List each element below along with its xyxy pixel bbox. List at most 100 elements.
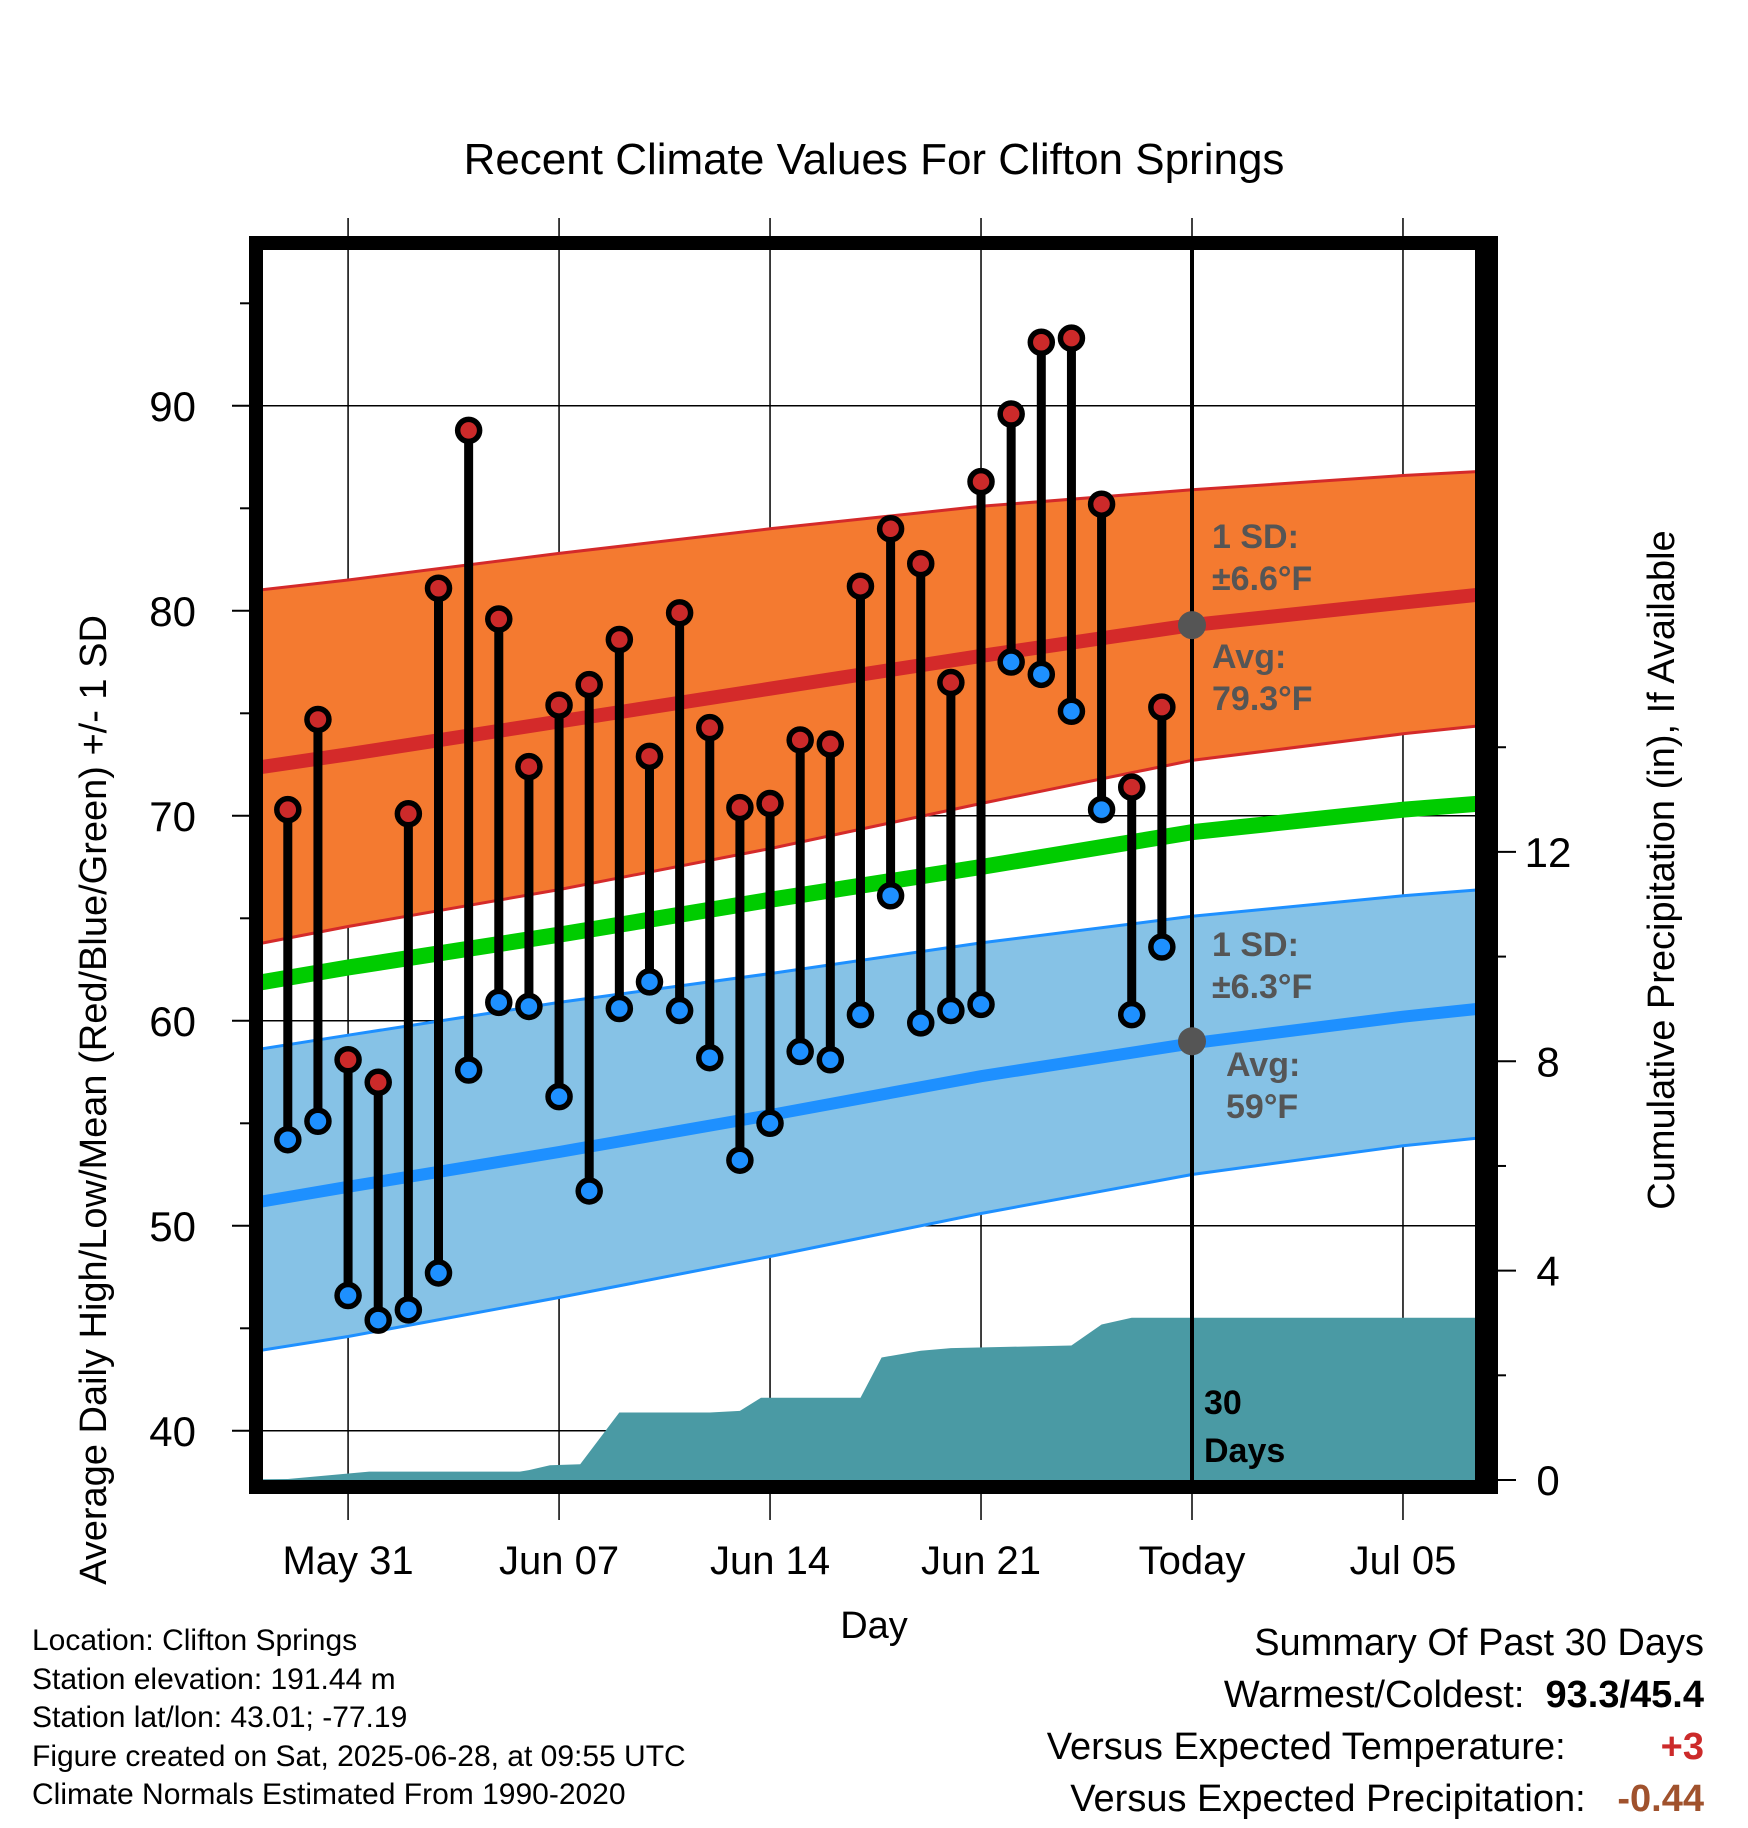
latlon-text: Station lat/lon: 43.01; -77.19 <box>32 1701 408 1734</box>
daily-low-point <box>605 994 634 1023</box>
daily-high-point <box>1117 773 1146 801</box>
high-avg-label: Avg: <box>1212 638 1286 676</box>
daily-low-point <box>876 882 905 910</box>
y-left-tick-label: 60 <box>149 998 196 1045</box>
daily-low-point <box>364 1306 392 1334</box>
daily-low-point <box>1057 697 1086 725</box>
daily-high-point <box>997 400 1025 428</box>
daily-low-point <box>906 1009 935 1037</box>
x-axis-label: Day <box>840 1605 908 1647</box>
daily-high-point <box>665 599 694 627</box>
warmest-coldest-label: Warmest/Coldest: <box>1223 1674 1525 1716</box>
x-tick-label: Jun 14 <box>710 1539 830 1583</box>
elevation-text: Station elevation: 191.44 m <box>32 1662 396 1696</box>
daily-high-point <box>485 605 513 633</box>
low-sd-band <box>263 889 1482 1351</box>
daily-high-point <box>545 691 573 719</box>
daily-low-point <box>846 1000 875 1029</box>
high-sd-value: ±6.6°F <box>1212 560 1312 598</box>
precipitation-label: Versus Expected Precipitation: <box>1070 1778 1586 1820</box>
high-sd-lower-line <box>263 724 1482 945</box>
daily-low-point <box>937 996 965 1025</box>
daily-low-point <box>726 1146 754 1174</box>
y-right-tick-label: 8 <box>1536 1038 1559 1085</box>
low-average-line <box>263 1002 1482 1208</box>
daily-low-point <box>334 1281 362 1310</box>
daily-high-point <box>937 668 965 697</box>
daily-high-point <box>334 1046 362 1074</box>
summary-precipitation: Versus Expected Precipitation: -0.44 <box>1070 1778 1704 1821</box>
warmest-coldest-value: 93.3/45.4 <box>1545 1674 1704 1716</box>
high-sd-band <box>263 471 1482 943</box>
temperature-value: +3 <box>1660 1726 1704 1768</box>
summary-temperature: Versus Expected Temperature: +3 <box>1047 1726 1704 1769</box>
window-number-label: 30 <box>1204 1384 1242 1422</box>
y-axis-label-right: Cumulative Precipitation (in), If Availa… <box>1641 530 1683 1209</box>
daily-low-point <box>635 968 664 996</box>
y-left-tick-label: 70 <box>149 793 196 840</box>
daily-high-point <box>364 1068 392 1097</box>
high-sd-label: 1 SD: <box>1212 518 1299 556</box>
daily-high-point <box>1087 490 1116 518</box>
today-high-average-marker <box>1178 611 1206 640</box>
daily-high-point <box>1148 693 1176 721</box>
daily-low-point <box>816 1046 845 1074</box>
x-tick-label: May 31 <box>282 1539 413 1583</box>
y-axis-label-left: Average Daily High/Low/Mean (Red/Blue/Gr… <box>73 615 115 1585</box>
daily-high-point <box>424 574 453 602</box>
daily-high-point <box>786 726 814 754</box>
x-tick-label: Jun 21 <box>921 1539 1041 1583</box>
daily-high-point <box>1027 328 1056 356</box>
low-avg-label: Avg: <box>1226 1046 1300 1084</box>
today-low-average-marker <box>1178 1027 1206 1056</box>
daily-low-point <box>967 990 995 1019</box>
high-sd-upper-line <box>263 469 1482 592</box>
daily-high-point <box>696 713 724 742</box>
daily-low-point <box>515 992 543 1021</box>
daily-high-point <box>274 795 302 824</box>
temperature-label: Versus Expected Temperature: <box>1046 1726 1566 1768</box>
daily-high-point <box>1057 324 1086 352</box>
daily-high-point <box>515 752 543 781</box>
daily-high-point <box>454 416 483 445</box>
daily-high-point <box>635 742 664 771</box>
daily-high-point <box>726 793 754 822</box>
daily-low-point <box>997 648 1025 676</box>
daily-low-point <box>1027 660 1056 689</box>
summary-title: Summary Of Past 30 Days <box>1254 1622 1704 1664</box>
high-avg-value: 79.3°F <box>1212 680 1313 718</box>
daily-low-point <box>696 1043 724 1072</box>
y-right-tick-label: 0 <box>1536 1457 1559 1504</box>
daily-low-point <box>786 1037 814 1066</box>
normals-text: Climate Normals Estimated From 1990-2020 <box>32 1778 626 1811</box>
low-sd-value: ±6.3°F <box>1212 968 1312 1006</box>
daily-high-point <box>876 515 905 543</box>
daily-high-point <box>575 670 603 699</box>
daily-low-point <box>424 1259 453 1287</box>
daily-low-point <box>1117 1000 1146 1029</box>
precipitation-value: -0.44 <box>1617 1778 1704 1820</box>
low-sd-label: 1 SD: <box>1212 926 1299 964</box>
y-right-tick-label: 4 <box>1536 1248 1559 1295</box>
plot-area: 1 SD: ±6.6°F Avg: 79.3°F 1 SD: ±6.3°F Avg: 59°F… <box>149 218 1571 1583</box>
location-text: Location: Clifton Springs <box>32 1624 358 1657</box>
summary-warmest-coldest: Warmest/Coldest: 93.3/45.4 <box>1224 1674 1704 1717</box>
daily-high-point <box>846 572 875 600</box>
daily-low-point <box>1148 933 1176 961</box>
precipitation-area <box>263 1317 1482 1480</box>
high-average-line <box>263 587 1483 774</box>
daily-high-point <box>394 800 423 828</box>
daily-low-point <box>304 1107 332 1135</box>
daily-high-point <box>304 705 332 734</box>
y-left-tick-label: 80 <box>149 588 196 635</box>
daily-high-point <box>605 625 634 654</box>
station-info: Location: Clifton Springs Station elevat… <box>32 1622 686 1815</box>
daily-low-point <box>485 988 513 1017</box>
low-avg-value: 59°F <box>1226 1088 1298 1126</box>
chart-title: Recent Climate Values For Clifton Spring… <box>464 135 1285 184</box>
daily-low-point <box>575 1177 603 1205</box>
y-left-tick-label: 40 <box>149 1408 196 1455</box>
created-text: Figure created on Sat, 2025-06-28, at 09… <box>32 1739 686 1773</box>
y-right-tick-label: 12 <box>1525 829 1572 876</box>
daily-high-point <box>906 549 935 578</box>
